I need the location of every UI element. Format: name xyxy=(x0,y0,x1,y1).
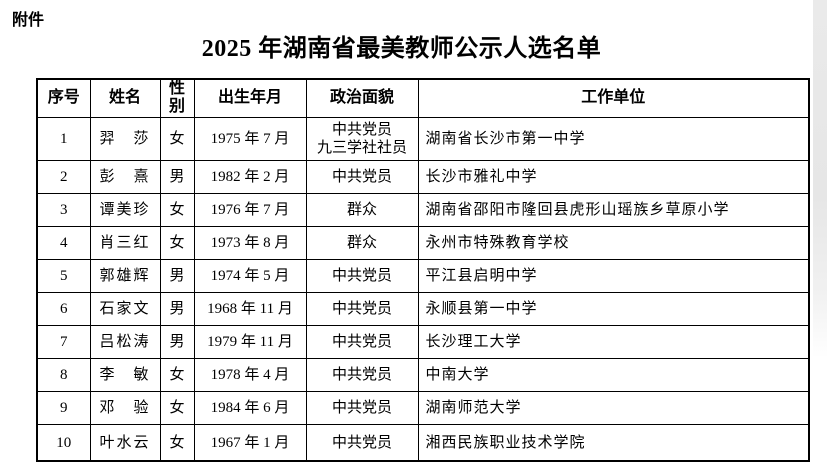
cell-name: 邓 验 xyxy=(89,390,161,425)
cell-no: 2 xyxy=(36,159,91,194)
cell-unit: 平江县启明中学 xyxy=(417,258,810,293)
table-row: 5 郭雄辉 男 1974 年 5 月 中共党员 平江县启明中学 xyxy=(36,258,810,293)
cell-name: 彭 熹 xyxy=(89,159,161,194)
table-row: 8 李 敏 女 1978 年 4 月 中共党员 中南大学 xyxy=(36,357,810,392)
teachers-table: 序号 姓名 性别 出生年月 政治面貌 工作单位 1 羿 莎 女 1975 年 7… xyxy=(36,78,810,463)
cell-unit: 湘西民族职业技术学院 xyxy=(417,423,810,462)
cell-gender: 男 xyxy=(159,291,195,326)
cell-gender: 女 xyxy=(159,225,195,260)
cell-name: 叶水云 xyxy=(89,423,161,462)
cell-political: 中共党员 xyxy=(305,258,419,293)
cell-name: 李 敏 xyxy=(89,357,161,392)
page-title: 2025 年湖南省最美教师公示人选名单 xyxy=(201,36,602,62)
cell-birth: 1976 年 7 月 xyxy=(193,192,307,227)
cell-gender: 女 xyxy=(159,390,195,425)
cell-gender: 女 xyxy=(159,192,195,227)
cell-birth: 1973 年 8 月 xyxy=(193,225,307,260)
cell-unit: 湖南师范大学 xyxy=(417,390,810,425)
cell-unit: 湖南省长沙市第一中学 xyxy=(417,116,810,161)
cell-political: 中共党员 xyxy=(305,291,419,326)
table-row: 1 羿 莎 女 1975 年 7 月 中共党员 九三学社社员 湖南省长沙市第一中… xyxy=(36,116,810,161)
cell-political: 中共党员 xyxy=(305,357,419,392)
cell-political: 中共党员 xyxy=(305,390,419,425)
cell-birth: 1984 年 6 月 xyxy=(193,390,307,425)
cell-unit: 长沙理工大学 xyxy=(417,324,810,359)
cell-birth: 1968 年 11 月 xyxy=(193,291,307,326)
cell-no: 5 xyxy=(36,258,91,293)
cell-unit: 中南大学 xyxy=(417,357,810,392)
cell-political: 中共党员 xyxy=(305,423,419,462)
cell-political: 群众 xyxy=(305,192,419,227)
cell-no: 6 xyxy=(36,291,91,326)
cell-no: 8 xyxy=(36,357,91,392)
header-row: 序号 姓名 性别 出生年月 政治面貌 工作单位 xyxy=(36,78,810,118)
cell-birth: 1978 年 4 月 xyxy=(193,357,307,392)
col-header-political: 政治面貌 xyxy=(305,78,419,118)
table-row: 6 石家文 男 1968 年 11 月 中共党员 永顺县第一中学 xyxy=(36,291,810,326)
cell-gender: 女 xyxy=(159,116,195,161)
cell-no: 3 xyxy=(36,192,91,227)
cell-unit: 湖南省邵阳市隆回县虎形山瑶族乡草原小学 xyxy=(417,192,810,227)
col-header-name: 姓名 xyxy=(89,78,161,118)
page-edge-shadow xyxy=(813,0,827,358)
cell-name: 郭雄辉 xyxy=(89,258,161,293)
cell-unit: 永州市特殊教育学校 xyxy=(417,225,810,260)
cell-name: 肖三红 xyxy=(89,225,161,260)
cell-political: 中共党员 九三学社社员 xyxy=(305,116,419,161)
cell-name: 谭美珍 xyxy=(89,192,161,227)
cell-political: 群众 xyxy=(305,225,419,260)
cell-birth: 1982 年 2 月 xyxy=(193,159,307,194)
cell-no: 10 xyxy=(36,423,91,462)
table-row: 7 吕松涛 男 1979 年 11 月 中共党员 长沙理工大学 xyxy=(36,324,810,359)
col-header-unit: 工作单位 xyxy=(417,78,810,118)
cell-birth: 1979 年 11 月 xyxy=(193,324,307,359)
table-row: 4 肖三红 女 1973 年 8 月 群众 永州市特殊教育学校 xyxy=(36,225,810,260)
table-row: 10 叶水云 女 1967 年 1 月 中共党员 湘西民族职业技术学院 xyxy=(36,423,810,462)
table-body: 1 羿 莎 女 1975 年 7 月 中共党员 九三学社社员 湖南省长沙市第一中… xyxy=(36,116,810,462)
cell-name: 羿 莎 xyxy=(89,116,161,161)
cell-unit: 长沙市雅礼中学 xyxy=(417,159,810,194)
cell-name: 石家文 xyxy=(89,291,161,326)
cell-no: 4 xyxy=(36,225,91,260)
cell-no: 1 xyxy=(36,116,91,161)
cell-unit: 永顺县第一中学 xyxy=(417,291,810,326)
col-header-birth: 出生年月 xyxy=(193,78,307,118)
table-header: 序号 姓名 性别 出生年月 政治面貌 工作单位 xyxy=(36,78,810,118)
col-header-no: 序号 xyxy=(36,78,91,118)
cell-gender: 女 xyxy=(159,357,195,392)
cell-birth: 1975 年 7 月 xyxy=(193,116,307,161)
table-row: 2 彭 熹 男 1982 年 2 月 中共党员 长沙市雅礼中学 xyxy=(36,159,810,194)
cell-name: 吕松涛 xyxy=(89,324,161,359)
cell-birth: 1974 年 5 月 xyxy=(193,258,307,293)
cell-political: 中共党员 xyxy=(305,159,419,194)
table-row: 9 邓 验 女 1984 年 6 月 中共党员 湖南师范大学 xyxy=(36,390,810,425)
cell-political: 中共党员 xyxy=(305,324,419,359)
cell-no: 9 xyxy=(36,390,91,425)
attachment-label: 附件 xyxy=(12,12,45,29)
cell-gender: 女 xyxy=(159,423,195,462)
cell-gender: 男 xyxy=(159,159,195,194)
col-header-gender: 性别 xyxy=(159,78,195,118)
cell-gender: 男 xyxy=(159,324,195,359)
table-row: 3 谭美珍 女 1976 年 7 月 群众 湖南省邵阳市隆回县虎形山瑶族乡草原小… xyxy=(36,192,810,227)
cell-no: 7 xyxy=(36,324,91,359)
cell-birth: 1967 年 1 月 xyxy=(193,423,307,462)
cell-gender: 男 xyxy=(159,258,195,293)
